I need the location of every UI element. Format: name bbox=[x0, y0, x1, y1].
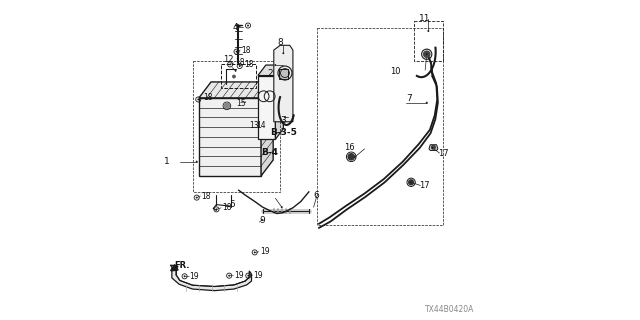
Text: TX44B0420A: TX44B0420A bbox=[425, 305, 474, 314]
Text: 18: 18 bbox=[202, 191, 211, 201]
Text: 19: 19 bbox=[234, 271, 244, 280]
Polygon shape bbox=[170, 265, 252, 291]
Text: 18: 18 bbox=[235, 58, 244, 67]
Circle shape bbox=[196, 161, 198, 163]
Text: FR.: FR. bbox=[174, 261, 189, 270]
Circle shape bbox=[216, 208, 218, 210]
Circle shape bbox=[261, 219, 263, 221]
Circle shape bbox=[431, 147, 433, 149]
Circle shape bbox=[228, 275, 230, 276]
Text: 17: 17 bbox=[419, 181, 429, 190]
Polygon shape bbox=[429, 145, 438, 150]
Text: B-4: B-4 bbox=[261, 148, 278, 157]
Text: 7: 7 bbox=[406, 94, 412, 103]
Polygon shape bbox=[274, 45, 293, 122]
Polygon shape bbox=[258, 65, 284, 76]
Circle shape bbox=[236, 51, 237, 52]
Text: 3: 3 bbox=[280, 116, 286, 125]
Circle shape bbox=[184, 275, 186, 277]
Circle shape bbox=[247, 275, 249, 276]
Circle shape bbox=[354, 156, 356, 158]
Circle shape bbox=[196, 197, 198, 198]
Circle shape bbox=[426, 53, 428, 55]
Polygon shape bbox=[199, 82, 273, 98]
Circle shape bbox=[431, 145, 436, 150]
Circle shape bbox=[224, 103, 230, 109]
Circle shape bbox=[428, 30, 429, 32]
Circle shape bbox=[408, 179, 414, 186]
Text: 9: 9 bbox=[259, 216, 265, 225]
Text: 6: 6 bbox=[314, 190, 319, 200]
Circle shape bbox=[197, 99, 199, 100]
Text: 4: 4 bbox=[233, 23, 239, 32]
Text: 14: 14 bbox=[256, 121, 266, 130]
Text: 18: 18 bbox=[203, 93, 212, 102]
Circle shape bbox=[229, 63, 231, 65]
Polygon shape bbox=[199, 98, 261, 176]
Text: 19: 19 bbox=[260, 247, 269, 256]
Text: 19: 19 bbox=[189, 272, 199, 281]
Text: 5: 5 bbox=[229, 200, 235, 209]
Circle shape bbox=[284, 116, 286, 118]
Circle shape bbox=[247, 25, 249, 27]
Text: 10: 10 bbox=[390, 67, 401, 76]
Circle shape bbox=[410, 181, 412, 183]
Text: 16: 16 bbox=[344, 143, 355, 152]
Text: 8: 8 bbox=[277, 38, 283, 47]
Circle shape bbox=[423, 50, 431, 58]
Text: 19: 19 bbox=[253, 271, 263, 280]
Circle shape bbox=[348, 153, 355, 161]
Text: 17: 17 bbox=[438, 149, 449, 158]
Text: 2: 2 bbox=[268, 69, 273, 78]
Text: 12: 12 bbox=[223, 55, 234, 64]
Circle shape bbox=[235, 70, 237, 72]
Text: B-3-5: B-3-5 bbox=[271, 128, 298, 137]
Circle shape bbox=[282, 52, 284, 54]
Text: 18: 18 bbox=[244, 60, 254, 69]
Circle shape bbox=[275, 64, 276, 66]
Circle shape bbox=[239, 65, 241, 67]
Text: 1: 1 bbox=[164, 157, 170, 166]
Circle shape bbox=[426, 102, 428, 104]
Circle shape bbox=[225, 204, 227, 206]
Circle shape bbox=[244, 101, 246, 103]
Text: 18: 18 bbox=[222, 203, 232, 212]
Circle shape bbox=[253, 252, 255, 253]
Text: 18: 18 bbox=[241, 45, 251, 55]
Text: 13: 13 bbox=[249, 121, 259, 130]
Text: 11: 11 bbox=[419, 14, 430, 23]
Circle shape bbox=[281, 206, 283, 208]
Polygon shape bbox=[275, 65, 284, 139]
Polygon shape bbox=[261, 82, 273, 176]
Text: 15: 15 bbox=[236, 99, 246, 108]
Circle shape bbox=[232, 75, 236, 78]
Circle shape bbox=[239, 26, 241, 28]
Polygon shape bbox=[258, 76, 275, 139]
Polygon shape bbox=[278, 69, 288, 79]
